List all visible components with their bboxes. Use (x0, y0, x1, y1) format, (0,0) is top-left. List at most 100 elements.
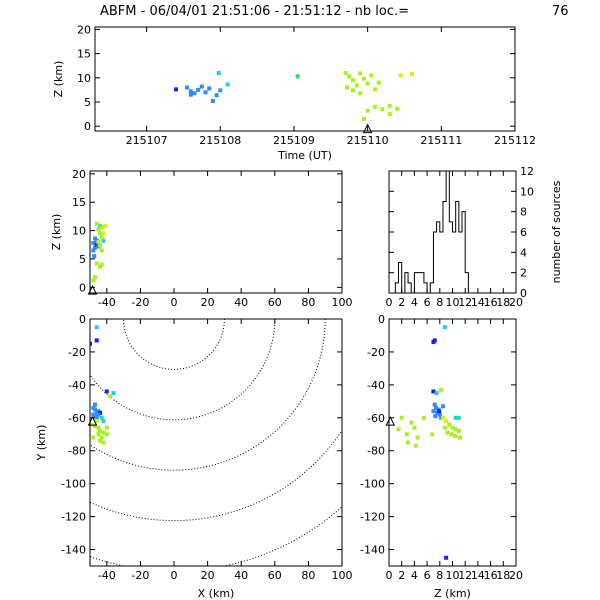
chart-title: ABFM - 06/04/01 21:51:06 - 21:51:12 - nb… (0, 4, 600, 22)
y-tick-label: 10 (520, 185, 534, 198)
data-point (101, 440, 106, 445)
data-points (91, 221, 108, 283)
x-tick-label: -20 (131, 296, 149, 309)
histogram-bin (418, 273, 421, 293)
data-point (94, 415, 99, 420)
data-point (450, 425, 455, 430)
y-tick-label: 0 (79, 313, 86, 326)
data-point (347, 74, 352, 79)
data-point (415, 435, 420, 440)
data-point (433, 405, 438, 410)
y-tick-label: 20 (77, 23, 91, 36)
data-point (365, 108, 370, 113)
data-point (93, 402, 98, 407)
data-point (444, 419, 449, 424)
chart-title-text: ABFM - 06/04/01 21:51:06 - 21:51:12 - nb… (100, 4, 410, 19)
data-point (96, 412, 101, 417)
data-point (93, 424, 98, 429)
data-point (196, 87, 201, 92)
x-tick-label: 215111 (420, 134, 462, 147)
x-tick-label: 8 (436, 569, 443, 582)
x-tick-label: 215107 (126, 134, 168, 147)
data-point (93, 236, 98, 241)
data-point (442, 425, 447, 430)
data-point (93, 275, 98, 280)
data-point (387, 112, 392, 117)
x-tick-label: 100 (332, 296, 353, 309)
data-point (373, 87, 377, 92)
data-point (90, 341, 92, 346)
data-point (94, 338, 99, 343)
x-tick-label: 4 (411, 569, 418, 582)
histogram-bin (440, 232, 443, 293)
x-tick-label: 40 (234, 296, 248, 309)
x-tick-label: -40 (98, 569, 116, 582)
data-point (404, 432, 409, 437)
station-marker (362, 123, 373, 134)
data-point (92, 254, 97, 259)
data-point (101, 231, 106, 236)
data-point (210, 99, 215, 104)
data-point (91, 278, 96, 283)
data-point (218, 88, 223, 93)
histogram-bin (449, 222, 452, 293)
data-point (108, 394, 113, 399)
x-tick-label: 6 (424, 296, 431, 309)
data-point (444, 555, 449, 560)
panel-frame (89, 170, 343, 294)
data-point (361, 116, 366, 121)
panel-plan-view: -40 -20 0 20 40 60 80 100 0 -20 -40 -60 -80 -100 -120 -… (35, 313, 353, 600)
data-point (98, 438, 103, 443)
data-point (447, 422, 452, 427)
histogram-bin (459, 232, 462, 293)
data-point (434, 391, 439, 396)
x-tick-label: 20 (201, 569, 215, 582)
x-tick-label: -40 (98, 296, 116, 309)
y-tick-label: -40 (68, 379, 86, 392)
data-point (437, 412, 442, 417)
x-tick-label: 20 (509, 569, 523, 582)
data-point (437, 409, 442, 414)
y-tick-label: 15 (72, 196, 86, 209)
x-tick-label: 80 (301, 569, 315, 582)
data-point (101, 238, 106, 243)
data-point (376, 80, 381, 85)
data-point (456, 428, 461, 433)
data-point (94, 221, 99, 226)
y-tick-label: 20 (72, 168, 86, 181)
chart-title-count: 76 (552, 4, 569, 19)
x-axis-label: X (km) (198, 587, 235, 600)
data-point (214, 93, 219, 98)
y-tick-label: 5 (84, 96, 91, 109)
data-point (96, 227, 101, 232)
data-point (103, 224, 108, 229)
data-point (399, 415, 404, 420)
data-point (439, 387, 444, 392)
x-tick-label: 10 (446, 296, 460, 309)
x-tick-label: 60 (268, 569, 282, 582)
data-point (440, 415, 445, 420)
data-point (365, 81, 370, 86)
y-tick-label: 10 (77, 72, 91, 85)
x-tick-label: 215109 (273, 134, 315, 147)
data-point (456, 415, 461, 420)
x-tick-label: 16 (484, 569, 498, 582)
data-point (412, 425, 417, 430)
data-point (421, 415, 426, 420)
data-point (449, 432, 454, 437)
station-marker (385, 415, 396, 426)
y-axis-label: Y (km) (35, 425, 48, 462)
data-point (96, 425, 101, 430)
x-tick-label: 14 (471, 569, 485, 582)
x-tick-label: 12 (458, 569, 472, 582)
data-point (98, 264, 103, 269)
data-point (433, 414, 438, 419)
x-tick-label: 4 (411, 296, 418, 309)
x-tick-label: 18 (496, 296, 510, 309)
x-tick-label: 2 (398, 296, 405, 309)
y-axis-label: Z (km) (50, 214, 63, 251)
station-marker (87, 415, 98, 426)
data-points (174, 70, 414, 121)
x-tick-label: 0 (386, 569, 393, 582)
